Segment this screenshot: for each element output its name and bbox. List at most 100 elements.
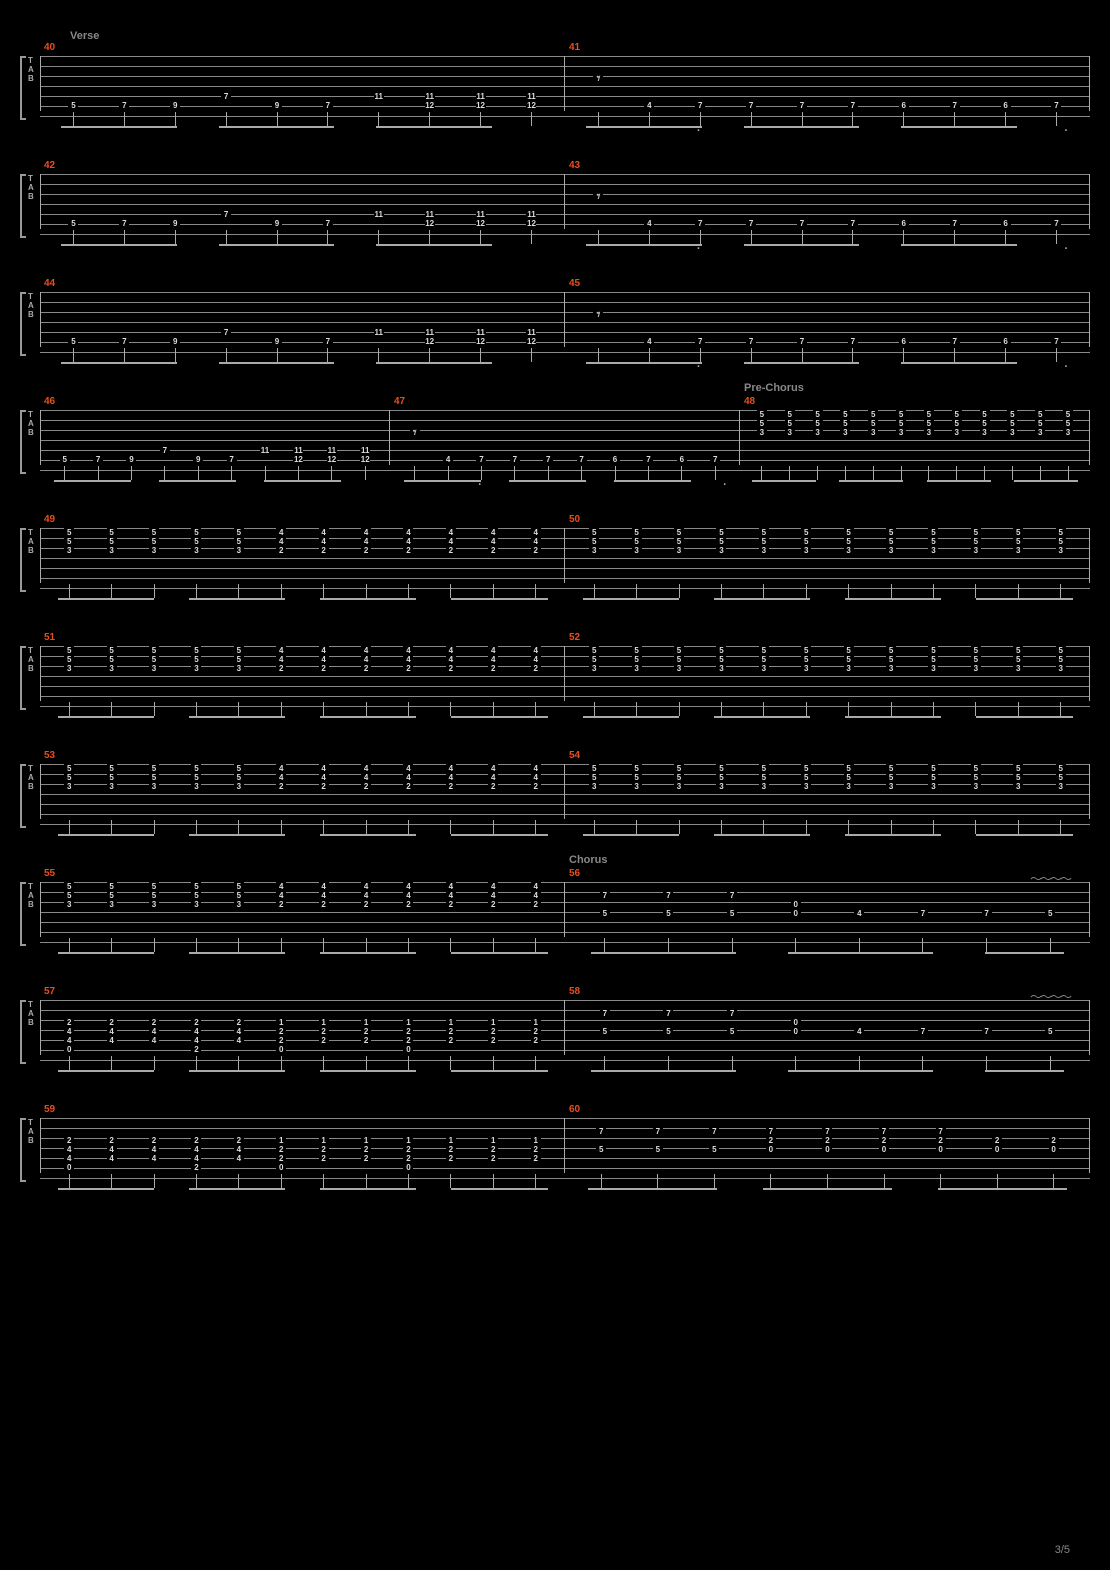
- note-stem: [535, 820, 536, 834]
- note-stem: [548, 466, 549, 480]
- note-stem: [891, 584, 892, 598]
- note-stem: [175, 348, 176, 362]
- beam: [54, 480, 131, 482]
- note-stem: [1060, 702, 1061, 716]
- note-stem: [668, 1056, 669, 1070]
- note-stem: [636, 702, 637, 716]
- note-stem: [238, 938, 239, 952]
- note-stem: [1018, 702, 1019, 716]
- measure-number: 55: [44, 868, 55, 879]
- note-column: 4 4 2: [357, 882, 375, 936]
- note-stem: [598, 112, 599, 126]
- note-stem: [323, 1056, 324, 1070]
- note-column: 5 5 3: [967, 764, 985, 818]
- note-column: 5 5 3: [103, 646, 121, 700]
- note-column: 5 5 3: [882, 528, 900, 582]
- note-column: 2 0: [1045, 1118, 1063, 1172]
- measure-47: 47𝄾 4 7 7 7 7: [390, 396, 740, 486]
- staff-system: TAB46 5 7 9 7 9: [20, 396, 1090, 486]
- note-stem: [175, 230, 176, 244]
- note-column: 5 5 3: [670, 646, 688, 700]
- measure-number: 59: [44, 1104, 55, 1115]
- note-column: 2 4 4 2: [187, 1000, 205, 1054]
- note-column: 5 5 3: [1009, 764, 1027, 818]
- note-column: 5: [1041, 1000, 1059, 1054]
- beam: [376, 244, 492, 246]
- note-stem: [594, 702, 595, 716]
- note-column: 4 4 2: [442, 882, 460, 936]
- section-label: Pre-Chorus: [744, 382, 804, 394]
- measure-45: 45𝄾 4 7 7 7 7: [565, 278, 1090, 368]
- note-column: 1 2 2 0: [272, 1000, 290, 1054]
- note-stem: [408, 820, 409, 834]
- note-stem: [681, 466, 682, 480]
- rest: 𝄾: [589, 174, 607, 228]
- note-column: 6: [895, 292, 913, 346]
- note-stem: [124, 112, 125, 126]
- note-stem: [535, 702, 536, 716]
- beam: [58, 1070, 154, 1072]
- note-stem: [535, 1174, 536, 1188]
- note-stem: [1050, 938, 1051, 952]
- note-column: 4 4 2: [527, 882, 545, 936]
- note-column: 5 5 3: [145, 646, 163, 700]
- note-column: 4 4 2: [315, 882, 333, 936]
- note-stem: [763, 584, 764, 598]
- measure-number: 48: [744, 396, 755, 407]
- note-stem: [281, 702, 282, 716]
- note-column: 6: [606, 410, 624, 464]
- note-column: 2 4 4 0: [60, 1118, 78, 1172]
- beam: [583, 598, 679, 600]
- beam: [845, 834, 941, 836]
- note-stem: [891, 820, 892, 834]
- beam: [320, 598, 416, 600]
- note-stem: [408, 584, 409, 598]
- note-stem: [827, 1174, 828, 1188]
- note-stem: [986, 938, 987, 952]
- note-stem: [73, 230, 74, 244]
- note-column: 11 12: [356, 410, 374, 464]
- note-stem: [721, 820, 722, 834]
- staff-system: TAB49 5 5 3 5 5 3 5 5 3 5 5 3 5 5 3 4 4: [20, 514, 1090, 604]
- note-stem: [366, 820, 367, 834]
- note-column: 5 5 3: [187, 528, 205, 582]
- note-column: 11 12: [289, 410, 307, 464]
- note-stem: [1056, 112, 1057, 126]
- beam: [588, 1188, 716, 1190]
- note-column: 7: [319, 292, 337, 346]
- note-column: 5 5 3: [187, 882, 205, 936]
- note-stem: [763, 820, 764, 834]
- note-column: 4 4 2: [484, 528, 502, 582]
- note-stem: [154, 820, 155, 834]
- note-column: 7: [217, 292, 235, 346]
- tab-clef: TAB: [28, 410, 40, 437]
- staff-system: TAB53 5 5 3 5 5 3 5 5 3 5 5 3 5 5 3 4 4: [20, 750, 1090, 840]
- staff-system: TAB55 5 5 3 5 5 3 5 5 3 5 5 3 5 5 3 4 4: [20, 868, 1090, 958]
- note-column: 7 5: [659, 1000, 677, 1054]
- note-column: 1 2 2: [484, 1118, 502, 1172]
- note-stem: [196, 1174, 197, 1188]
- measure-number: 52: [569, 632, 580, 643]
- beam: [752, 480, 816, 482]
- note-stem: [848, 702, 849, 716]
- note-column: 7: [978, 1000, 996, 1054]
- measure-number: 49: [44, 514, 55, 525]
- note-column: 5 5 3: [797, 646, 815, 700]
- note-stem: [601, 1174, 602, 1188]
- note-stem: [408, 702, 409, 716]
- rhythm-dot: .: [478, 472, 482, 490]
- note-column: 2 4 4 0: [60, 1000, 78, 1054]
- note-column: 11 12: [421, 292, 439, 346]
- beam: [744, 126, 860, 128]
- note-column: 1 2 2: [442, 1118, 460, 1172]
- note-column: 7: [319, 174, 337, 228]
- note-column: 7: [793, 292, 811, 346]
- beam: [61, 362, 177, 364]
- beam: [591, 1070, 735, 1072]
- note-stem: [954, 348, 955, 362]
- note-stem: [480, 112, 481, 126]
- note-stem: [238, 820, 239, 834]
- note-column: 7: [946, 56, 964, 110]
- note-stem: [852, 112, 853, 126]
- beam: [976, 716, 1072, 718]
